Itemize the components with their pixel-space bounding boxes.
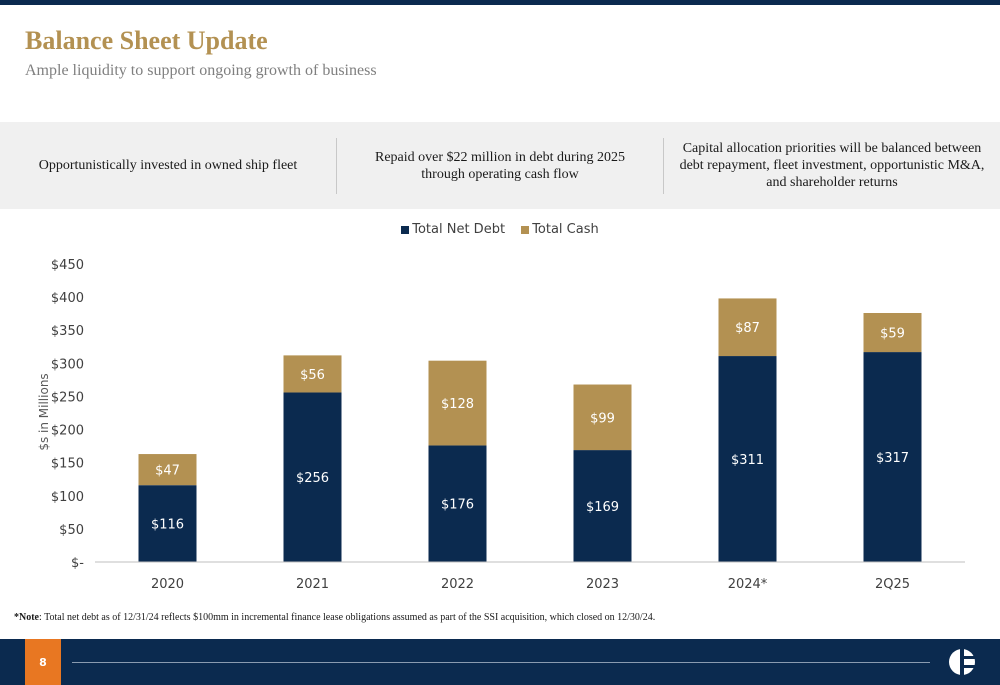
legend-item-cash: Total Cash [521, 222, 599, 237]
data-label-net-debt: $256 [296, 471, 329, 486]
legend-swatch-cash [521, 225, 530, 234]
x-tick-label: 2020 [151, 577, 184, 592]
footnote: *Note: Total net debt as of 12/31/24 ref… [14, 612, 655, 623]
page-subtitle: Ample liquidity to support ongoing growt… [25, 62, 377, 79]
x-tick-label: 2023 [586, 577, 619, 592]
bar-net-debt [573, 450, 632, 562]
bar-net-debt [138, 485, 197, 562]
bar-net-debt [283, 392, 342, 562]
chart-legend: Total Net Debt Total Cash [0, 222, 1000, 238]
data-label-cash: $128 [441, 397, 474, 412]
bar-net-debt [428, 445, 487, 562]
legend-swatch-net-debt [401, 225, 410, 234]
bar-net-debt [718, 356, 777, 562]
data-label-net-debt: $176 [441, 498, 474, 513]
y-tick-label: $100 [51, 490, 84, 505]
stacked-bar-chart: $- $50 $100 $150 $200 $250 $300 $350 $400 $450 $s … [37, 258, 965, 592]
bar-net-debt [863, 352, 922, 562]
y-tick-label: $- [71, 556, 84, 571]
x-tick-label: 2021 [296, 577, 329, 592]
top-rule [0, 0, 1000, 5]
y-tick-label: $50 [59, 523, 84, 538]
bar-cash [863, 313, 922, 353]
legend-label-net-debt: Total Net Debt [412, 222, 506, 237]
data-label-net-debt: $317 [876, 451, 909, 466]
bar-cash [138, 454, 197, 486]
footer-rule [72, 662, 930, 663]
y-axis-title: $s in Millions [37, 373, 51, 450]
y-tick-label: $450 [51, 258, 84, 273]
company-logo-icon [949, 649, 975, 675]
data-label-cash: $59 [880, 327, 905, 342]
highlight-debt-repaid: Repaid over $22 million in debt during 2… [374, 149, 626, 182]
footnote-label: *Note [14, 612, 39, 623]
y-tick-label: $350 [51, 324, 84, 339]
x-tick-label: 2Q25 [875, 577, 910, 592]
data-label-net-debt: $116 [151, 518, 184, 533]
highlight-divider [663, 138, 664, 194]
data-label-cash: $99 [590, 411, 615, 426]
highlights-band: Opportunistically invested in owned ship… [0, 122, 1000, 209]
page-number: 8 [25, 639, 61, 685]
footer-bar: 8 [0, 639, 1000, 685]
y-tick-label: $250 [51, 390, 84, 405]
highlight-fleet: Opportunistically invested in owned ship… [38, 158, 298, 173]
y-tick-label: $200 [51, 424, 84, 439]
legend-label-cash: Total Cash [532, 222, 599, 237]
x-tick-label: 2024* [728, 577, 768, 592]
data-label-net-debt: $311 [731, 453, 764, 468]
data-label-cash: $47 [155, 464, 180, 479]
bar-cash [718, 298, 777, 357]
y-tick-label: $150 [51, 457, 84, 472]
bar-cash [428, 360, 487, 446]
data-label-cash: $56 [300, 368, 325, 383]
highlight-capital-allocation: Capital allocation priorities will be ba… [679, 141, 985, 190]
legend-item-net-debt: Total Net Debt [401, 222, 505, 237]
y-tick-label: $400 [51, 291, 84, 306]
highlight-divider [336, 138, 337, 194]
bar-cash [283, 355, 342, 393]
x-tick-label: 2022 [441, 577, 474, 592]
page-title: Balance Sheet Update [25, 26, 268, 55]
y-tick-label: $300 [51, 357, 84, 372]
data-label-cash: $87 [735, 321, 760, 336]
footnote-text: : Total net debt as of 12/31/24 reflects… [39, 612, 656, 623]
data-label-net-debt: $169 [586, 500, 619, 515]
bar-cash [573, 384, 632, 451]
